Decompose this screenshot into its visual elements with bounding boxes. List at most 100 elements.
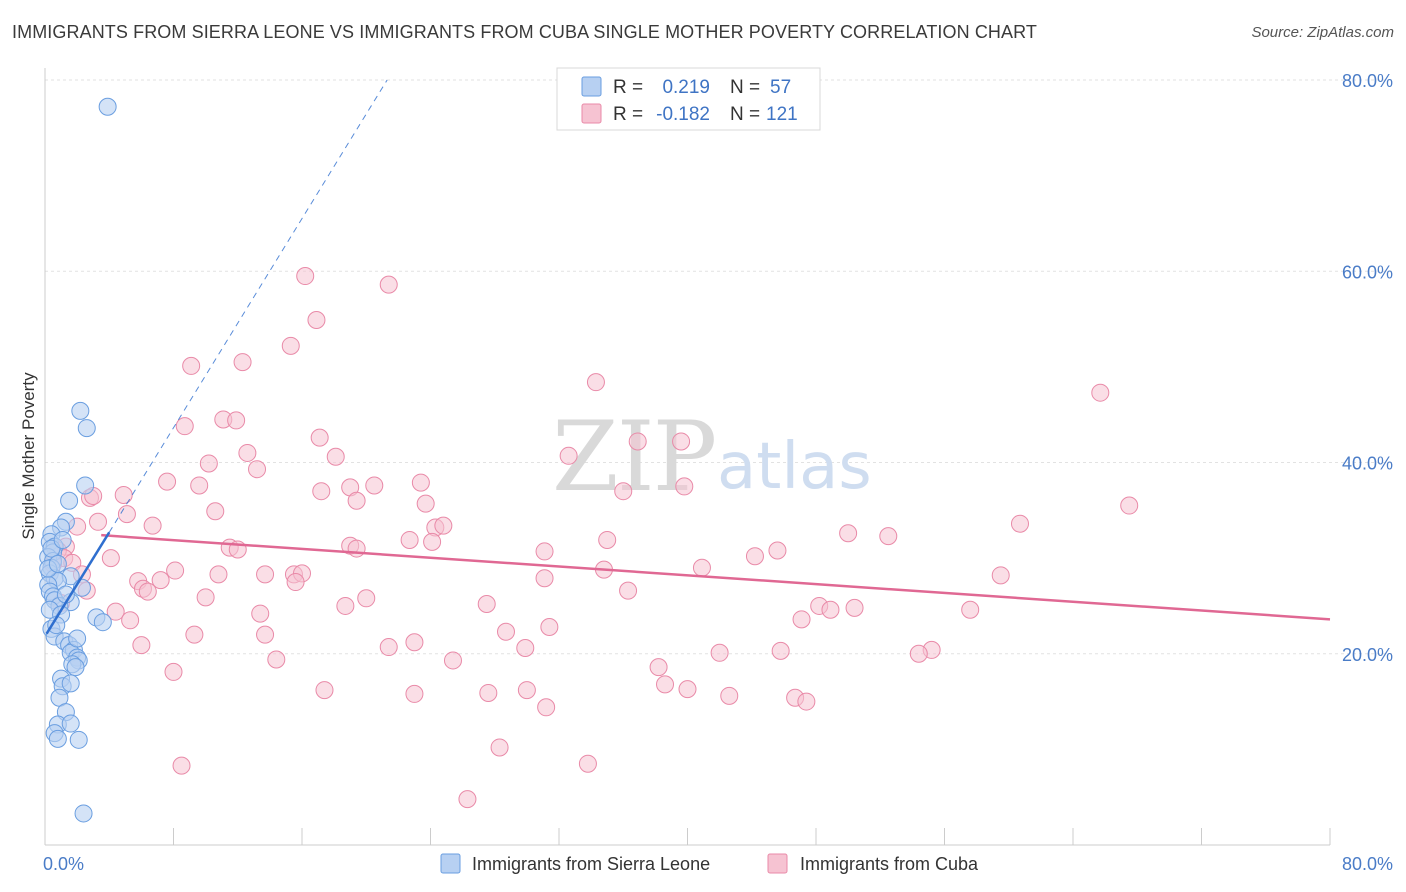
legend-r-label-cuba: R = xyxy=(613,104,643,125)
cuba-point-101 xyxy=(443,651,462,670)
cuba-point-10 xyxy=(175,417,194,436)
legend-swatch-cuba xyxy=(581,103,602,124)
sierra-leone-point-0 xyxy=(98,97,117,116)
sierra-leone-point-38 xyxy=(66,658,85,677)
cuba-point-52 xyxy=(535,542,554,561)
cuba-point-75 xyxy=(619,581,638,600)
cuba-point-83 xyxy=(821,600,840,619)
sierra-leone-point-3 xyxy=(76,476,95,495)
cuba-point-73 xyxy=(138,582,157,601)
cuba-point-1 xyxy=(379,275,398,294)
cuba-point-84 xyxy=(106,602,125,621)
cuba-point-18 xyxy=(248,460,267,479)
legend-swatch-sierra-leone xyxy=(581,76,602,97)
cuba-point-77 xyxy=(357,589,376,608)
cuba-point-53 xyxy=(745,547,764,566)
sierra-leone-point-4 xyxy=(60,491,79,510)
cuba-point-95 xyxy=(132,636,151,655)
cuba-point-3 xyxy=(281,336,300,355)
cuba-point-105 xyxy=(678,680,697,699)
cuba-point-112 xyxy=(797,692,816,711)
cuba-point-110 xyxy=(720,686,739,705)
cuba-point-116 xyxy=(172,756,191,775)
cuba-point-89 xyxy=(496,622,515,641)
cuba-point-97 xyxy=(771,641,790,660)
y-tick-label-1: 40.0% xyxy=(1342,454,1393,474)
cuba-point-103 xyxy=(164,662,183,681)
cuba-point-113 xyxy=(537,698,556,717)
watermark-zip: ZIP xyxy=(552,401,715,513)
cuba-point-78 xyxy=(336,596,355,615)
chart-title: IMMIGRANTS FROM SIERRA LEONE VS IMMIGRAN… xyxy=(12,22,1037,42)
cuba-point-60 xyxy=(692,558,711,577)
y-tick-label-2: 60.0% xyxy=(1342,262,1393,282)
cuba-point-88 xyxy=(792,610,811,629)
cuba-point-2 xyxy=(307,311,326,330)
legend-n-value-cuba: 121 xyxy=(766,104,798,125)
cuba-point-71 xyxy=(535,569,554,588)
cuba-point-25 xyxy=(312,482,331,501)
sierra-leone-point-2 xyxy=(77,419,96,438)
sierra-leone-point-48 xyxy=(69,730,88,749)
y-tick-label-3: 80.0% xyxy=(1342,71,1393,91)
cuba-point-44 xyxy=(423,532,442,551)
cuba-point-30 xyxy=(347,491,366,510)
cuba-point-39 xyxy=(1010,514,1029,533)
series-sierra-leone xyxy=(39,97,117,823)
cuba-point-85 xyxy=(251,604,270,623)
cuba-point-70 xyxy=(286,573,305,592)
cuba-point-81 xyxy=(845,598,864,617)
cuba-trend-line xyxy=(101,533,1331,621)
sierra-leone-point-28 xyxy=(93,613,112,632)
cuba-point-115 xyxy=(578,754,597,773)
sierra-leone-trend-extension xyxy=(108,79,388,533)
cuba-point-33 xyxy=(117,505,136,524)
cuba-point-20 xyxy=(190,476,209,495)
legend-r-value-cuba: -0.182 xyxy=(656,104,710,125)
cuba-point-96 xyxy=(710,643,729,662)
tick-labels: 20.0% 40.0% 60.0% 80.0% 0.0% 80.0% xyxy=(43,71,1393,874)
legend-item-label-cuba: Immigrants from Cuba xyxy=(800,854,979,874)
cuba-point-99 xyxy=(909,644,928,663)
cuba-point-45 xyxy=(598,530,617,549)
legend-n-value-sierra-leone: 57 xyxy=(770,77,791,98)
cuba-point-62 xyxy=(209,565,228,584)
legend-item-swatch-cuba xyxy=(767,853,788,874)
cuba-point-5 xyxy=(182,356,201,375)
legend-item-swatch-sierra-leone xyxy=(440,853,461,874)
cuba-point-16 xyxy=(326,447,345,466)
cuba-point-109 xyxy=(517,681,536,700)
cuba-point-108 xyxy=(479,683,498,702)
legend-item-label-sierra-leone: Immigrants from Sierra Leone xyxy=(472,854,710,874)
cuba-point-56 xyxy=(101,549,120,568)
sierra-leone-point-49 xyxy=(74,804,93,823)
series-cuba xyxy=(44,267,1139,809)
cuba-point-94 xyxy=(516,639,535,658)
cuba-point-42 xyxy=(879,527,898,546)
cuba-point-114 xyxy=(490,738,509,757)
cuba-point-21 xyxy=(411,473,430,492)
cuba-point-4 xyxy=(233,353,252,372)
cuba-point-17 xyxy=(199,454,218,473)
correlation-legend: R = 0.219 N = 57 R = -0.182 N = 121 xyxy=(556,67,821,131)
cuba-point-91 xyxy=(256,625,275,644)
cuba-point-76 xyxy=(196,588,215,607)
cuba-point-43 xyxy=(400,530,419,549)
cuba-point-15 xyxy=(559,446,578,465)
cuba-point-9 xyxy=(227,411,246,430)
cuba-point-93 xyxy=(405,633,424,652)
cuba-point-26 xyxy=(614,482,633,501)
cuba-point-14 xyxy=(238,443,257,462)
cuba-point-41 xyxy=(839,524,858,543)
watermark: ZIP atlas xyxy=(552,401,872,513)
sierra-leone-point-45 xyxy=(61,714,80,733)
cuba-point-87 xyxy=(540,617,559,636)
legend-r-label-sierra-leone: R = xyxy=(613,77,643,98)
cuba-point-7 xyxy=(1091,383,1110,402)
cuba-point-13 xyxy=(672,432,691,451)
legend-r-value-sierra-leone: 0.219 xyxy=(662,77,710,98)
cuba-point-82 xyxy=(961,600,980,619)
source-credit: Source: ZipAtlas.com xyxy=(1251,24,1394,41)
cuba-point-90 xyxy=(185,625,204,644)
cuba-point-92 xyxy=(379,638,398,657)
